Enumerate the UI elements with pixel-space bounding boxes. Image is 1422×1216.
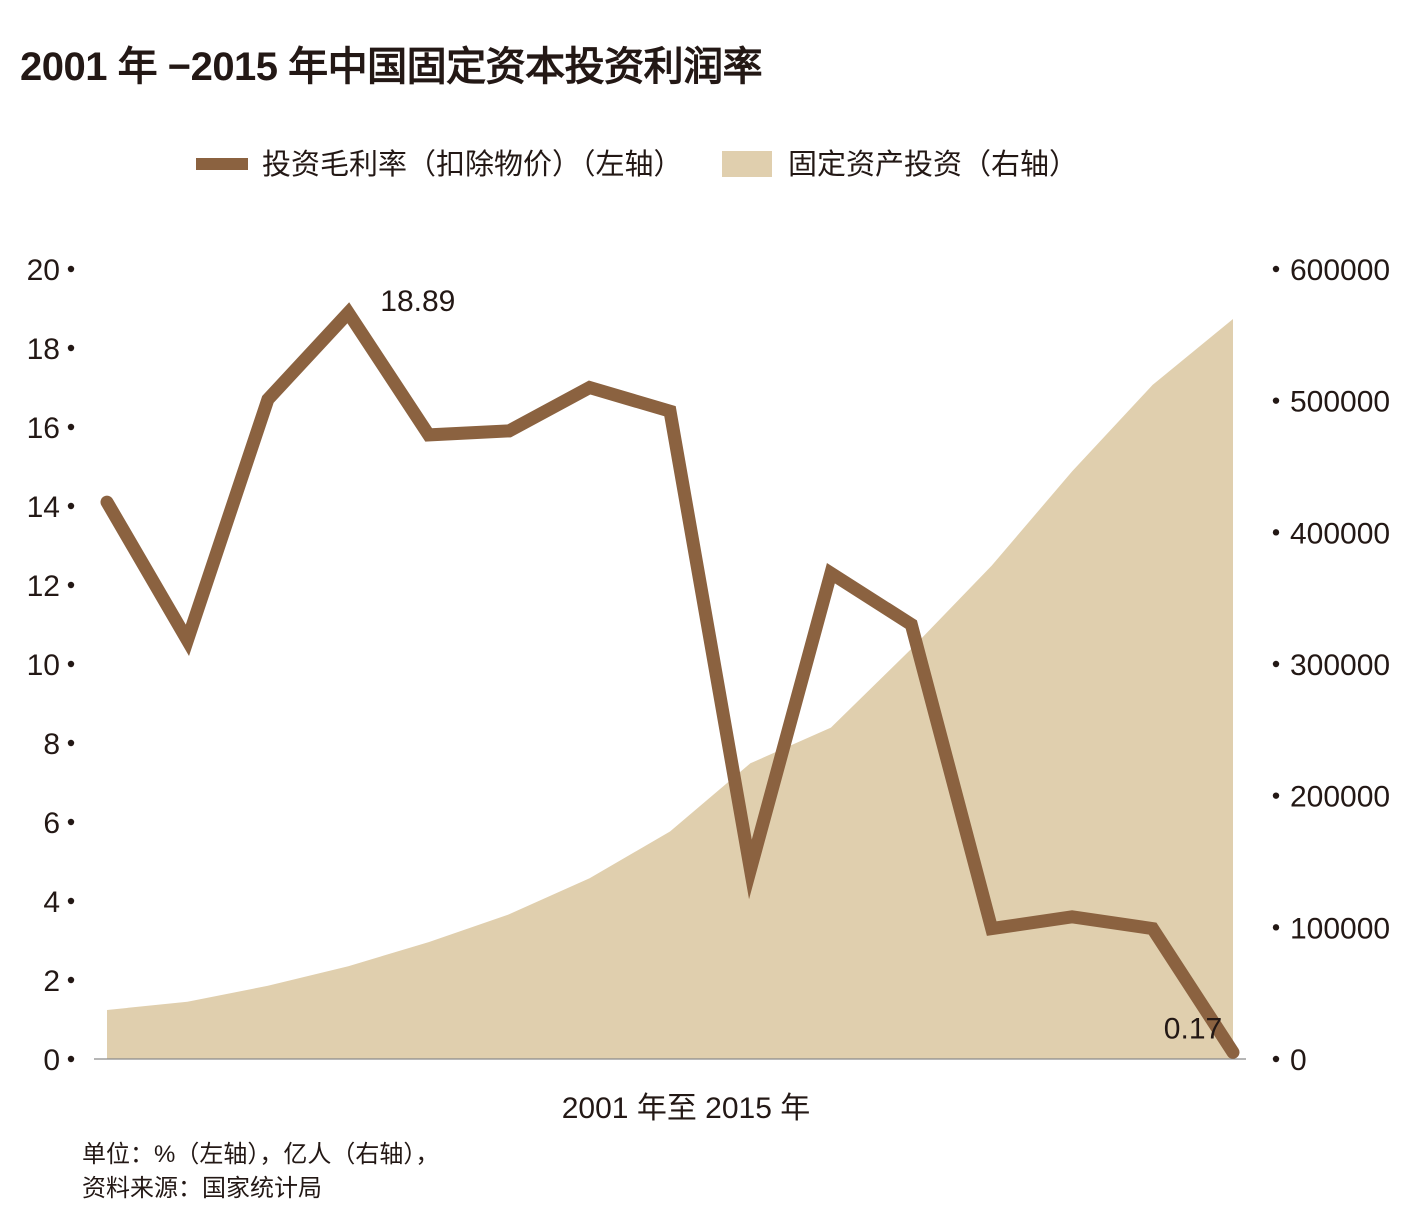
chart-title: 2001 年 −2015 年中国固定资本投资利润率 xyxy=(20,45,763,89)
right-tick-mark xyxy=(1272,265,1280,273)
left-tick-mark xyxy=(67,502,75,510)
right-tick-mark xyxy=(1272,792,1280,799)
source-note: 资料来源：国家统计局 xyxy=(82,1175,322,1202)
left-tick-mark xyxy=(67,897,75,905)
legend: 投资毛利率（扣除物价）（左轴） 固定资产投资（右轴） xyxy=(196,148,1078,181)
left-tick-label: 0 xyxy=(43,1044,60,1077)
right-tick-mark xyxy=(1272,660,1280,668)
annotations: 18.89 0.17 xyxy=(380,285,1222,1045)
right-tick-mark xyxy=(1272,397,1280,404)
right-tick-mark xyxy=(1272,924,1280,931)
right-tick-label: 400000 xyxy=(1290,517,1390,550)
right-tick-mark xyxy=(1272,1055,1280,1063)
legend-swatch-line xyxy=(196,158,248,170)
unit-note: 单位：%（左轴），亿人（右轴）， xyxy=(82,1141,440,1168)
right-tick-mark xyxy=(1272,529,1280,536)
right-tick-label: 300000 xyxy=(1290,649,1390,682)
left-tick-label: 18 xyxy=(27,333,60,366)
left-tick-label: 16 xyxy=(27,412,60,445)
left-tick-mark xyxy=(67,423,75,431)
investment-area xyxy=(107,319,1233,1059)
left-tick-mark xyxy=(67,581,75,589)
x-axis-label: 2001 年至 2015 年 xyxy=(562,1092,810,1125)
data-label: 18.89 xyxy=(380,285,455,318)
left-tick-mark xyxy=(67,265,75,273)
left-tick-label: 6 xyxy=(43,807,60,840)
left-tick-mark xyxy=(67,1055,75,1063)
right-tick-label: 200000 xyxy=(1290,781,1390,814)
right-tick-label: 500000 xyxy=(1290,386,1390,419)
left-tick-label: 2 xyxy=(43,965,60,998)
left-tick-label: 4 xyxy=(43,886,60,919)
left-tick-mark xyxy=(67,344,75,352)
legend-swatch-area xyxy=(722,151,772,177)
left-tick-mark xyxy=(67,818,75,826)
right-tick-label: 600000 xyxy=(1290,254,1390,287)
left-tick-label: 20 xyxy=(27,254,60,287)
right-tick-label: 100000 xyxy=(1290,912,1390,945)
left-tick-label: 14 xyxy=(27,491,60,524)
footer: 单位：%（左轴），亿人（右轴）， 资料来源：国家统计局 xyxy=(82,1138,439,1206)
profit-rate-line xyxy=(100,302,1240,1059)
left-tick-mark xyxy=(67,660,75,668)
right-tick-label: 0 xyxy=(1290,1044,1307,1077)
data-label: 0.17 xyxy=(1164,1012,1222,1045)
legend-label-area: 固定资产投资（右轴） xyxy=(788,148,1078,181)
left-tick-label: 10 xyxy=(27,649,60,682)
right-axis: 0 100000 200000 300000 400000 500000 600000 xyxy=(1272,254,1390,1077)
left-tick-label: 8 xyxy=(43,728,60,761)
left-tick-mark xyxy=(67,739,75,747)
left-axis: 0 2 4 6 8 10 12 14 16 18 20 xyxy=(27,254,75,1077)
left-tick-mark xyxy=(67,976,75,984)
left-tick-label: 12 xyxy=(27,570,60,603)
legend-label-line: 投资毛利率（扣除物价）（左轴） xyxy=(262,148,683,181)
